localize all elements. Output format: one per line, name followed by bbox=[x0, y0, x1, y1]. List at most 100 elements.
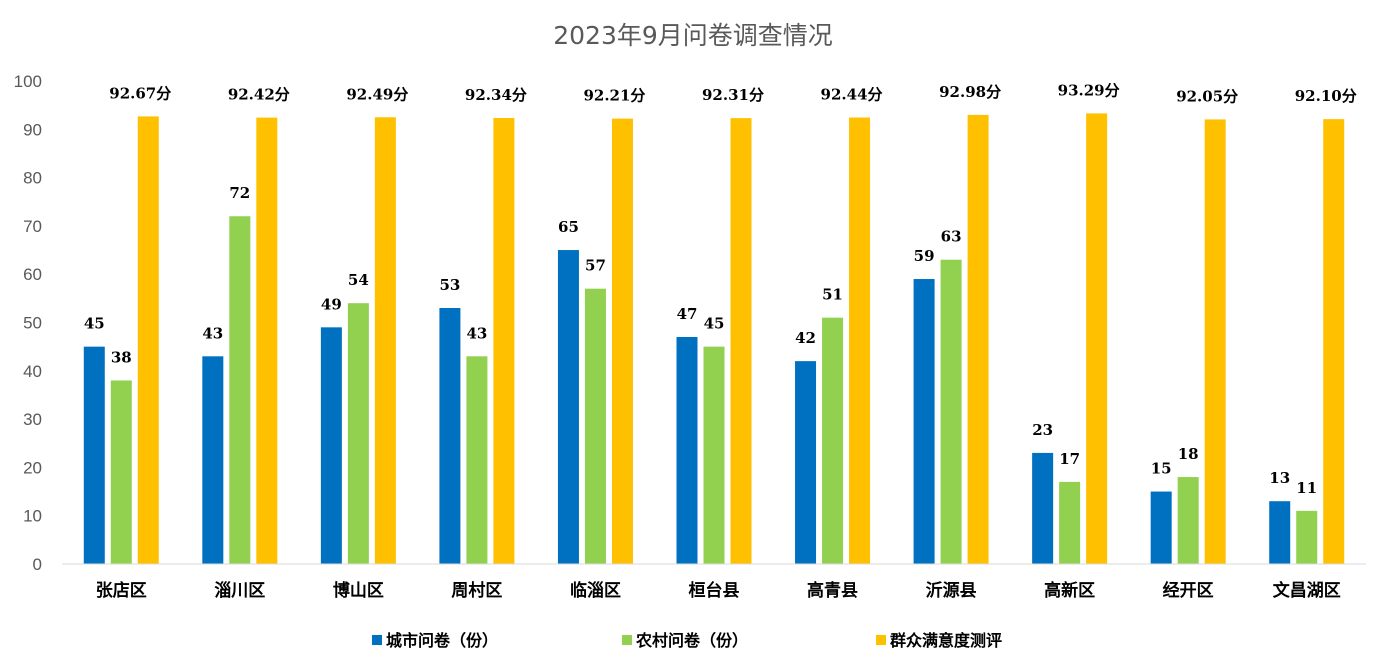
bar-3-3 bbox=[374, 117, 396, 564]
data-label-1-2: 43 bbox=[202, 324, 223, 342]
y-tick-label: 60 bbox=[23, 265, 42, 284]
legend-swatch-2 bbox=[622, 635, 632, 645]
x-category-label: 沂源县 bbox=[926, 580, 977, 601]
data-label-2-8: 63 bbox=[941, 228, 962, 246]
data-label-3-8: 92.98分 bbox=[939, 83, 1001, 101]
x-category-label: 博山区 bbox=[333, 580, 384, 601]
data-label-1-10: 15 bbox=[1151, 460, 1172, 478]
data-label-3-7: 92.44分 bbox=[821, 86, 883, 104]
legend: 城市问卷（份） 农村问卷（份） 群众满意度测评 bbox=[372, 631, 1002, 650]
data-label-1-8: 59 bbox=[914, 247, 935, 265]
y-tick-label: 100 bbox=[14, 72, 42, 91]
data-label-1-5: 65 bbox=[558, 218, 579, 236]
data-label-3-2: 92.42分 bbox=[228, 86, 290, 104]
data-label-2-3: 54 bbox=[348, 271, 369, 289]
y-tick-label: 50 bbox=[23, 314, 42, 333]
bar-3-9 bbox=[1086, 113, 1108, 564]
bar-2-1 bbox=[110, 380, 132, 564]
data-label-3-6: 92.31分 bbox=[702, 86, 764, 104]
bar-1-10 bbox=[1150, 491, 1172, 564]
x-category-label: 周村区 bbox=[451, 580, 502, 601]
y-tick-label: 90 bbox=[23, 120, 42, 139]
bar-2-6 bbox=[703, 346, 725, 564]
data-label-1-4: 53 bbox=[439, 276, 460, 294]
bar-3-11 bbox=[1323, 119, 1345, 565]
bar-1-6 bbox=[676, 336, 698, 564]
data-label-1-11: 13 bbox=[1269, 469, 1290, 487]
x-category-label: 经开区 bbox=[1163, 580, 1214, 601]
bar-3-7 bbox=[849, 117, 871, 564]
bar-2-8 bbox=[940, 259, 962, 564]
data-label-2-6: 45 bbox=[704, 315, 725, 333]
bar-1-8 bbox=[913, 279, 935, 564]
bar-1-11 bbox=[1269, 501, 1291, 564]
bar-3-6 bbox=[730, 118, 752, 564]
data-label-3-9: 93.29分 bbox=[1058, 81, 1120, 99]
data-label-1-1: 45 bbox=[84, 315, 105, 333]
bar-3-8 bbox=[967, 114, 989, 564]
data-label-3-5: 92.21分 bbox=[583, 87, 645, 105]
x-category-label: 临淄区 bbox=[570, 580, 621, 601]
bar-3-4 bbox=[493, 117, 515, 564]
bar-2-5 bbox=[584, 288, 606, 564]
chart-title: 2023年9月问卷调查情况 bbox=[553, 21, 833, 50]
bar-1-2 bbox=[202, 356, 224, 564]
data-label-1-3: 49 bbox=[321, 295, 342, 313]
legend-label-2: 农村问卷（份） bbox=[635, 631, 748, 650]
data-label-2-9: 17 bbox=[1059, 450, 1080, 468]
x-axis: 张店区 淄川区 博山区 周村区 临淄区 桓台县 高青县 沂源县 高新区 经开区 文昌湖区 bbox=[96, 580, 1341, 601]
y-tick-label: 10 bbox=[23, 507, 42, 526]
bar-1-4 bbox=[439, 308, 461, 564]
data-label-3-1: 92.67分 bbox=[109, 84, 171, 102]
data-label-2-2: 72 bbox=[229, 184, 250, 202]
x-category-label: 张店区 bbox=[96, 580, 147, 601]
x-category-label: 文昌湖区 bbox=[1273, 580, 1341, 601]
data-label-2-1: 38 bbox=[111, 348, 132, 366]
y-axis: 0 10 20 30 40 50 60 70 80 90 100 bbox=[14, 72, 42, 574]
data-label-2-4: 43 bbox=[466, 324, 487, 342]
x-category-label: 淄川区 bbox=[214, 580, 265, 601]
bar-3-5 bbox=[611, 118, 633, 564]
bar-2-3 bbox=[347, 303, 369, 564]
x-category-label: 高新区 bbox=[1044, 580, 1095, 601]
bar-2-11 bbox=[1296, 510, 1318, 564]
y-tick-label: 80 bbox=[23, 169, 42, 188]
data-label-1-6: 47 bbox=[677, 305, 698, 323]
data-label-2-11: 11 bbox=[1296, 479, 1317, 497]
data-label-3-11: 92.10分 bbox=[1295, 87, 1357, 105]
data-label-3-4: 92.34分 bbox=[465, 86, 527, 104]
data-label-1-9: 23 bbox=[1032, 421, 1053, 439]
bar-2-7 bbox=[822, 317, 844, 564]
bar-2-9 bbox=[1059, 481, 1081, 564]
data-label-3-10: 92.05分 bbox=[1176, 87, 1238, 105]
legend-label-1: 城市问卷（份） bbox=[386, 631, 498, 650]
bar-1-1 bbox=[83, 346, 105, 564]
bars bbox=[83, 113, 1345, 565]
bar-1-7 bbox=[795, 361, 817, 564]
y-tick-label: 70 bbox=[23, 217, 42, 236]
bar-3-2 bbox=[256, 117, 278, 565]
y-tick-label: 0 bbox=[33, 555, 42, 574]
legend-swatch-1 bbox=[372, 635, 382, 645]
bar-1-3 bbox=[320, 327, 342, 564]
bar-3-10 bbox=[1204, 119, 1226, 564]
bar-3-1 bbox=[137, 116, 159, 564]
y-tick-label: 40 bbox=[23, 362, 42, 381]
data-label-2-7: 51 bbox=[822, 286, 843, 304]
legend-label-3: 群众满意度测评 bbox=[890, 631, 1002, 650]
bar-1-5 bbox=[557, 250, 579, 565]
bar-2-2 bbox=[229, 216, 251, 565]
data-label-2-10: 18 bbox=[1178, 445, 1199, 463]
data-label-2-5: 57 bbox=[585, 257, 606, 275]
bar-2-4 bbox=[466, 356, 488, 564]
y-tick-label: 30 bbox=[23, 410, 42, 429]
x-category-label: 高青县 bbox=[807, 580, 858, 601]
legend-swatch-3 bbox=[876, 635, 886, 645]
data-labels: 45 38 92.67分 43 72 92.42分 49 54 92.49分 53 43 92.34分… bbox=[84, 81, 1357, 496]
y-tick-label: 20 bbox=[23, 458, 42, 477]
bar-2-10 bbox=[1177, 477, 1199, 564]
data-label-1-7: 42 bbox=[795, 329, 816, 347]
x-category-label: 桓台县 bbox=[689, 580, 740, 601]
data-label-3-3: 92.49分 bbox=[346, 85, 408, 103]
